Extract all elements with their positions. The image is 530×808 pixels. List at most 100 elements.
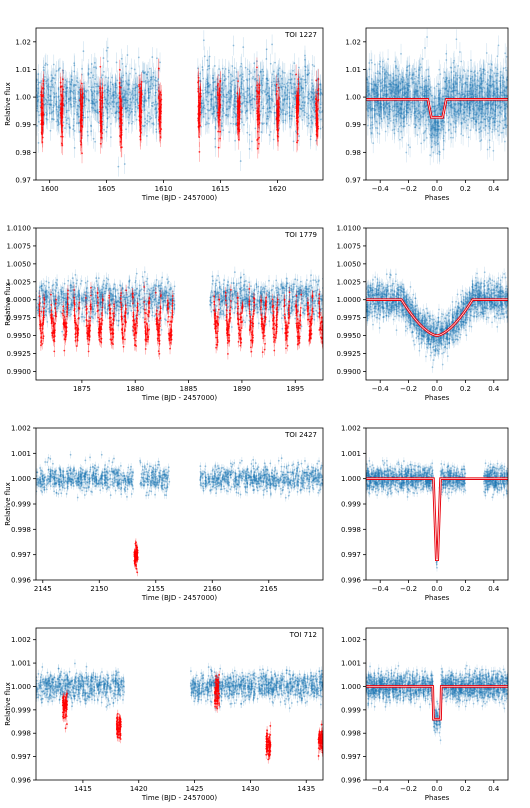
y-tick-label: 1.0050 [337,260,362,268]
target-name-label: TOI 2427 [284,431,317,439]
data-points [366,28,508,166]
x-tick-label: −0.4 [372,785,390,793]
panel-0-time: 1600 1605 1610 1615 1620 0.97 0.98 0.99 1.00 1.01… [4,27,324,202]
x-tick-label: 2165 [260,585,278,593]
y-tick-label: 0.999 [341,501,361,509]
y-axis-label: Relative flux [4,682,12,725]
panel-1-phase: −0.4 −0.2 0.0 0.2 0.4 0.97 0.98 0.99 1.00 1.01 1.0… [345,27,509,202]
y-tick-label: 0.998 [341,730,361,738]
y-tick-label: 1.02 [345,38,361,46]
y-tick-label: 0.996 [11,777,32,785]
y-tick-label: 0.997 [341,753,361,761]
y-tick-label: 0.9900 [7,368,32,376]
target-name-label: TOI 712 [289,631,317,639]
x-axis-label: Time (BJD - 2457000) [141,194,217,202]
y-tick-label: 0.9950 [337,332,362,340]
x-tick-label: −0.4 [372,585,390,593]
x-tick-label: 2150 [90,585,108,593]
x-tick-label: 0.4 [488,185,500,193]
y-tick-label: 0.9925 [337,350,362,358]
y-tick-label: 1.000 [11,683,31,691]
x-tick-label: 0.4 [488,385,500,393]
y-tick-label: 1.002 [341,425,361,433]
x-tick-label: 1620 [269,185,287,193]
x-tick-label: 1875 [73,385,91,393]
x-tick-label: 2145 [34,585,52,593]
x-tick-label: 1605 [98,185,116,193]
y-tick-label: 0.9900 [337,368,362,376]
y-tick-label: 1.0050 [7,260,32,268]
x-tick-label: 0.0 [431,585,442,593]
x-tick-label: 0.4 [488,785,500,793]
y-tick-label: 0.97 [345,177,361,185]
x-tick-label: −0.2 [400,185,417,193]
x-tick-label: 1890 [233,385,251,393]
y-tick-label: 1.001 [11,660,31,668]
y-tick-label: 1.001 [341,450,361,458]
y-tick-label: 0.998 [11,526,31,534]
data-points [366,266,508,373]
target-name-label: TOI 1227 [284,31,317,39]
x-axis-label: Time (BJD - 2457000) [141,594,217,602]
data-points [36,30,323,177]
y-tick-label: 0.999 [341,706,361,714]
x-tick-label: 0.2 [460,785,471,793]
y-tick-label: 0.97 [15,177,31,185]
y-tick-label: 0.996 [341,577,362,585]
y-tick-label: 0.998 [11,730,31,738]
y-tick-label: 0.9975 [7,314,32,322]
y-tick-label: 0.98 [15,149,31,157]
x-axis-label: Time (BJD - 2457000) [141,794,217,802]
y-tick-label: 0.996 [11,577,32,585]
x-tick-label: 1885 [180,385,198,393]
y-tick-label: 1.01 [345,66,361,74]
x-axis-label: Phases [425,394,450,402]
x-axis-label: Phases [425,594,450,602]
x-tick-label: −0.4 [372,385,390,393]
x-tick-label: 0.4 [488,585,500,593]
axes-frame [35,27,324,181]
y-tick-label: 1.002 [11,425,31,433]
y-tick-label: 1.000 [11,475,31,483]
data-points [36,450,323,577]
data-points [36,659,323,764]
panel-3-phase: −0.4 −0.2 0.0 0.2 0.4 0.9900 0.9925 0.9950 0.997… [337,225,509,402]
data-points [366,456,508,572]
y-tick-label: 1.002 [341,636,361,644]
x-axis-label: Time (BJD - 2457000) [141,394,217,402]
data-points [366,661,508,745]
y-tick-label: 1.01 [15,66,31,74]
x-axis-label: Phases [425,194,450,202]
axes-frame [35,427,324,581]
y-tick-label: 0.996 [341,777,362,785]
x-tick-label: 2155 [147,585,165,593]
y-tick-label: 0.9925 [7,350,32,358]
target-name-label: TOI 1779 [284,231,317,239]
y-axis-label: Relative flux [4,82,12,125]
y-tick-label: 0.997 [11,753,31,761]
y-tick-label: 1.0100 [337,225,362,233]
x-tick-label: 0.0 [431,785,442,793]
x-tick-label: 0.2 [460,385,471,393]
x-tick-label: 1420 [130,785,148,793]
x-tick-label: −0.2 [400,785,417,793]
x-tick-label: 1600 [41,185,59,193]
y-tick-label: 0.98 [345,149,361,157]
y-tick-label: 1.001 [11,450,31,458]
y-axis-label: Relative flux [4,282,12,325]
axes-frame [35,227,324,381]
x-tick-label: −0.4 [372,185,390,193]
y-tick-label: 0.998 [341,526,361,534]
x-tick-label: 1415 [74,785,92,793]
y-tick-label: 1.0000 [7,296,32,304]
x-tick-label: 2160 [203,585,221,593]
y-tick-label: 1.001 [341,660,361,668]
y-tick-label: 0.999 [11,706,31,714]
y-tick-label: 0.999 [11,501,31,509]
y-tick-label: 1.000 [341,683,361,691]
y-axis-label: Relative flux [4,482,12,525]
y-tick-label: 1.0025 [337,278,362,286]
x-tick-label: 0.0 [431,385,442,393]
data-points [36,266,323,360]
x-tick-label: −0.2 [400,385,417,393]
